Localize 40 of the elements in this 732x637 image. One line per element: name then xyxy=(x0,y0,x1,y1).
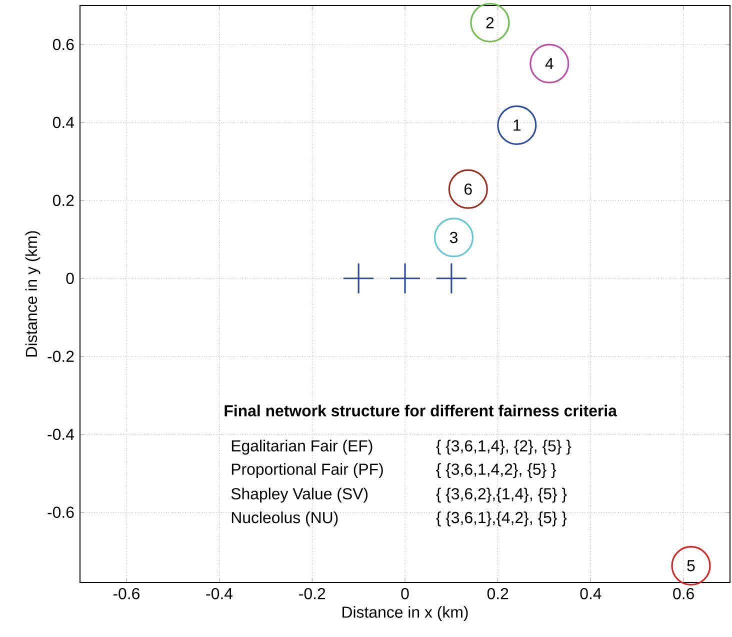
x-tick-label: -0.6 xyxy=(113,588,140,600)
y-tick-label: -0.6 xyxy=(48,506,74,518)
point xyxy=(497,105,537,145)
annotation: { {3,6,1,4}, {2}, {5} } xyxy=(436,440,572,455)
y-tick-label: 0.4 xyxy=(52,116,74,128)
annotation: { {3,6,2},{1,4}, {5} } xyxy=(436,488,567,503)
x-tick-label: 0.2 xyxy=(487,588,508,600)
x-tick-label: -0.4 xyxy=(206,588,233,600)
annotation: 3 xyxy=(450,232,458,244)
annotation: Shapley Value (SV) xyxy=(231,488,368,503)
y-tick-label: -0.2 xyxy=(48,350,74,362)
annotation: { {3,6,1},{4,2}, {5} } xyxy=(436,512,567,526)
y-tick-label: -0.4 xyxy=(48,428,74,440)
point xyxy=(671,546,711,586)
x-tick-label: 0.4 xyxy=(580,588,602,600)
point xyxy=(470,2,510,42)
annotation: Proportional Fair (PF) xyxy=(232,463,383,478)
y-tick-label: 0.6 xyxy=(52,38,74,50)
y-tick-label: 0.2 xyxy=(52,194,74,206)
annotation: 5 xyxy=(687,560,695,572)
x-tick-label: 0 xyxy=(401,588,409,600)
annotation: 2 xyxy=(486,17,494,28)
x-tick-label: -0.2 xyxy=(299,588,326,600)
x-axis-title: Distance in x (km) xyxy=(342,606,468,621)
x-tick-label: 0.6 xyxy=(673,588,694,600)
annotation: Nucleolus (NU) xyxy=(232,512,338,526)
point xyxy=(436,263,466,294)
annotation: 6 xyxy=(464,183,472,195)
point xyxy=(530,44,570,84)
annotation: { {3,6,1,4,2}, {5} } xyxy=(436,463,556,478)
point xyxy=(390,263,420,294)
point xyxy=(344,263,374,294)
y-tick-label: 0 xyxy=(66,272,74,284)
y-axis-title: Distance in y (km) xyxy=(25,231,40,356)
annotation: 1 xyxy=(514,120,521,131)
point xyxy=(448,169,488,209)
annotation: 4 xyxy=(545,58,554,70)
point xyxy=(434,218,474,258)
annotation: Egalitarian Fair (EF) xyxy=(232,440,372,455)
annotation: Final network structure for different fairness criteria xyxy=(224,404,618,416)
